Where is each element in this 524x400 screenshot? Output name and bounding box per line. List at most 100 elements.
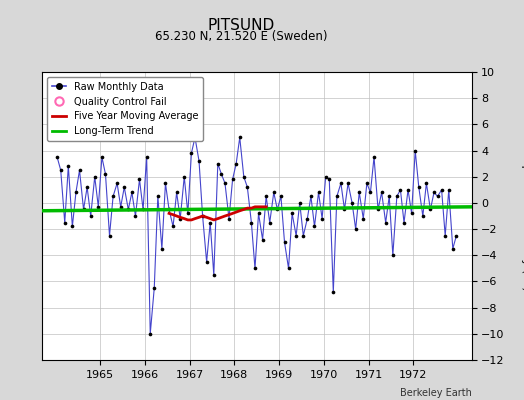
Point [296, 200, 304, 206]
Point [251, 265, 259, 272]
Point [374, 206, 382, 213]
Point [377, 189, 386, 196]
Point [449, 246, 457, 252]
Point [183, 210, 192, 216]
Point [430, 189, 438, 196]
Text: Berkeley Earth: Berkeley Earth [400, 388, 472, 398]
Point [172, 189, 181, 196]
Point [288, 210, 296, 216]
Point [146, 331, 155, 337]
Point [408, 210, 416, 216]
Point [165, 206, 173, 213]
Point [258, 236, 267, 243]
Point [232, 160, 241, 167]
Point [441, 232, 450, 239]
Point [348, 200, 356, 206]
Point [221, 180, 229, 186]
Point [325, 176, 333, 182]
Point [94, 204, 103, 210]
Point [404, 187, 412, 193]
Point [273, 206, 281, 213]
Point [101, 171, 110, 177]
Point [414, 184, 423, 190]
Point [400, 219, 408, 226]
Point [340, 206, 348, 213]
Point [202, 259, 211, 265]
Point [91, 174, 99, 180]
Point [150, 285, 158, 291]
Point [310, 223, 319, 230]
Point [396, 187, 405, 193]
Point [352, 226, 360, 232]
Point [236, 134, 244, 141]
Point [292, 232, 300, 239]
Point [187, 150, 195, 156]
Point [389, 252, 397, 258]
Point [381, 219, 390, 226]
Point [344, 180, 352, 186]
Point [57, 167, 65, 173]
Point [116, 204, 125, 210]
Point [370, 154, 378, 160]
Point [314, 189, 323, 196]
Point [359, 216, 367, 222]
Point [285, 265, 293, 272]
Point [214, 160, 222, 167]
Point [109, 193, 117, 200]
Point [239, 174, 248, 180]
Point [61, 219, 69, 226]
Point [426, 206, 434, 213]
Point [243, 184, 252, 190]
Point [433, 193, 442, 200]
Point [135, 176, 144, 182]
Point [322, 174, 330, 180]
Point [169, 223, 177, 230]
Point [329, 289, 337, 295]
Point [411, 147, 419, 154]
Point [444, 187, 453, 193]
Point [161, 180, 170, 186]
Text: 65.230 N, 21.520 E (Sweden): 65.230 N, 21.520 E (Sweden) [155, 30, 328, 43]
Point [72, 189, 80, 196]
Point [83, 184, 91, 190]
Point [280, 239, 289, 245]
Point [217, 171, 226, 177]
Point [64, 163, 72, 170]
Point [132, 213, 140, 219]
Point [363, 180, 371, 186]
Point [247, 219, 256, 226]
Point [318, 216, 326, 222]
Point [299, 232, 308, 239]
Point [143, 154, 151, 160]
Point [422, 180, 431, 186]
Point [262, 193, 270, 200]
Point [438, 187, 446, 193]
Point [266, 219, 274, 226]
Point [392, 193, 401, 200]
Point [113, 180, 122, 186]
Point [333, 193, 341, 200]
Point [139, 206, 147, 213]
Point [128, 189, 136, 196]
Point [195, 158, 203, 164]
Point [269, 189, 278, 196]
Point [303, 216, 312, 222]
Point [191, 134, 199, 141]
Point [307, 193, 315, 200]
Point [79, 206, 88, 213]
Point [366, 189, 375, 196]
Point [254, 210, 263, 216]
Point [225, 216, 233, 222]
Point [176, 216, 184, 222]
Point [68, 223, 77, 230]
Point [210, 272, 218, 278]
Point [97, 154, 106, 160]
Point [75, 167, 84, 173]
Point [419, 213, 427, 219]
Point [355, 189, 364, 196]
Point [199, 213, 207, 219]
Point [124, 206, 133, 213]
Text: PITSUND: PITSUND [208, 18, 275, 33]
Point [120, 184, 128, 190]
Point [277, 193, 285, 200]
